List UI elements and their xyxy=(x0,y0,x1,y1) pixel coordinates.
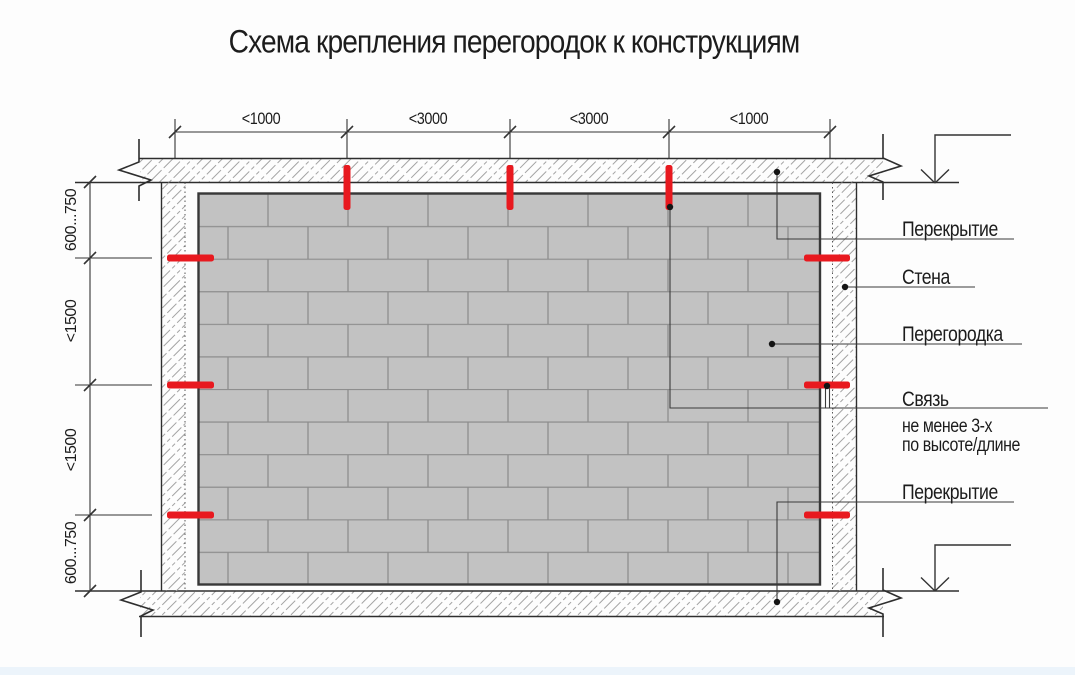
left-dimension-line xyxy=(75,175,152,598)
dim-left-1: 600...750 xyxy=(63,188,80,252)
callout-tie: Связь xyxy=(902,388,949,411)
callout-wall: Стена xyxy=(902,266,950,289)
dim-top-3: <3000 xyxy=(569,109,609,128)
leader-dots xyxy=(666,168,849,606)
partition-panel xyxy=(197,192,822,586)
callout-tie-note-line2: по высоте/длине xyxy=(902,435,1020,456)
diagram-title: Схема крепления перегородок к конструкци… xyxy=(228,23,801,60)
callout-slab-bottom: Перекрытие xyxy=(902,481,998,504)
dim-left-3: <1500 xyxy=(63,428,80,472)
bottom-slab xyxy=(75,590,959,618)
dim-left-2: <1500 xyxy=(63,299,80,343)
section-arrow-top xyxy=(920,134,1011,184)
leader-lines xyxy=(669,172,1048,602)
dim-left-4: 600...750 xyxy=(63,521,80,585)
dim-top-4: <1000 xyxy=(729,109,769,128)
dim-top-2: <3000 xyxy=(408,109,448,128)
callout-slab-top: Перекрытие xyxy=(902,218,998,241)
section-arrow-bottom xyxy=(920,544,1011,592)
dim-top-1: <1000 xyxy=(241,109,281,128)
top-dimension-line xyxy=(168,119,837,158)
break-marks xyxy=(116,134,904,637)
top-slab xyxy=(75,157,959,184)
callout-tie-note-line1: не менее 3-х xyxy=(902,416,993,437)
callout-partition: Перегородка xyxy=(902,323,1003,346)
page-bottom-strip xyxy=(0,667,1075,675)
